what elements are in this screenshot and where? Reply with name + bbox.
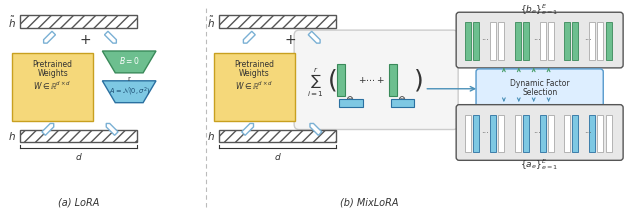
Bar — [473, 115, 479, 152]
Bar — [597, 115, 604, 152]
Polygon shape — [104, 31, 116, 43]
Polygon shape — [308, 31, 320, 43]
Text: $($: $($ — [327, 67, 337, 93]
Polygon shape — [44, 31, 56, 43]
Text: r: r — [128, 76, 131, 82]
Text: Dynamic Factor: Dynamic Factor — [510, 79, 570, 88]
Bar — [337, 64, 345, 96]
Text: $\otimes$: $\otimes$ — [397, 94, 406, 105]
Text: Selection: Selection — [522, 88, 557, 97]
Bar — [523, 115, 529, 152]
Bar — [597, 22, 604, 60]
Text: (a) LoRA: (a) LoRA — [58, 197, 99, 207]
Bar — [540, 22, 546, 60]
Bar — [12, 53, 93, 121]
Bar — [589, 115, 595, 152]
Text: Weights: Weights — [37, 69, 68, 78]
Bar — [606, 22, 612, 60]
Text: $)$: $)$ — [413, 67, 422, 93]
Text: ···: ··· — [532, 129, 541, 138]
Text: $W \in \mathbb{R}^{d \times d}$: $W \in \mathbb{R}^{d \times d}$ — [33, 80, 72, 92]
Text: $W \in \mathbb{R}^{d \times d}$: $W \in \mathbb{R}^{d \times d}$ — [236, 80, 273, 92]
Bar — [465, 22, 471, 60]
Bar — [498, 22, 504, 60]
Bar — [515, 115, 521, 152]
Bar — [564, 22, 570, 60]
Polygon shape — [243, 31, 255, 43]
Bar — [523, 22, 529, 60]
Text: $\{a_e\}_{e=1}^{E}$: $\{a_e\}_{e=1}^{E}$ — [520, 157, 559, 172]
Bar — [390, 99, 415, 107]
Bar — [20, 130, 137, 142]
Text: $+\cdots+$: $+\cdots+$ — [358, 75, 385, 85]
Bar — [214, 53, 295, 121]
FancyBboxPatch shape — [476, 69, 604, 108]
Bar — [498, 115, 504, 152]
FancyBboxPatch shape — [294, 30, 458, 130]
Text: $\tilde{h}$: $\tilde{h}$ — [8, 15, 16, 30]
Text: $+$: $+$ — [79, 33, 92, 47]
Text: $A = \mathcal{N}(0, \sigma^2)$: $A = \mathcal{N}(0, \sigma^2)$ — [109, 86, 150, 98]
Bar — [219, 15, 336, 28]
Bar — [589, 22, 595, 60]
Bar — [572, 115, 579, 152]
Text: $h$: $h$ — [207, 130, 214, 142]
Text: ···: ··· — [481, 129, 489, 138]
Text: ···: ··· — [481, 36, 489, 46]
Bar — [490, 115, 496, 152]
Text: $\sum_{i=1}^{r}$: $\sum_{i=1}^{r}$ — [307, 67, 323, 99]
Text: $\otimes$: $\otimes$ — [345, 94, 355, 105]
Text: Pretrained: Pretrained — [234, 60, 275, 69]
Text: Weights: Weights — [239, 69, 270, 78]
Text: $\{b_e\}_{e=1}^{E}$: $\{b_e\}_{e=1}^{E}$ — [520, 2, 559, 17]
Text: $h$: $h$ — [8, 130, 16, 142]
Polygon shape — [106, 123, 118, 135]
Bar — [388, 64, 397, 96]
Bar — [20, 15, 137, 28]
Bar — [572, 22, 579, 60]
Bar — [219, 130, 336, 142]
Text: $\tilde{h}$: $\tilde{h}$ — [207, 15, 214, 30]
Text: ···: ··· — [584, 36, 592, 46]
Bar — [465, 115, 471, 152]
Text: d: d — [76, 153, 81, 162]
Bar — [548, 115, 554, 152]
Bar — [473, 22, 479, 60]
Polygon shape — [102, 81, 156, 103]
Text: ···: ··· — [584, 129, 592, 138]
Bar — [339, 99, 363, 107]
Text: Pretrained: Pretrained — [33, 60, 73, 69]
Text: d: d — [275, 153, 280, 162]
Bar — [564, 115, 570, 152]
Text: ···: ··· — [532, 36, 541, 46]
Bar — [606, 115, 612, 152]
FancyBboxPatch shape — [456, 105, 623, 160]
Polygon shape — [310, 123, 322, 135]
Text: (b) MixLoRA: (b) MixLoRA — [340, 197, 399, 207]
Bar — [515, 22, 521, 60]
Polygon shape — [102, 51, 156, 73]
Polygon shape — [242, 123, 253, 135]
Text: $B = 0$: $B = 0$ — [118, 55, 140, 66]
Text: $+$: $+$ — [284, 33, 296, 47]
Bar — [548, 22, 554, 60]
FancyBboxPatch shape — [456, 12, 623, 68]
Polygon shape — [42, 123, 54, 135]
Bar — [490, 22, 496, 60]
Bar — [540, 115, 546, 152]
